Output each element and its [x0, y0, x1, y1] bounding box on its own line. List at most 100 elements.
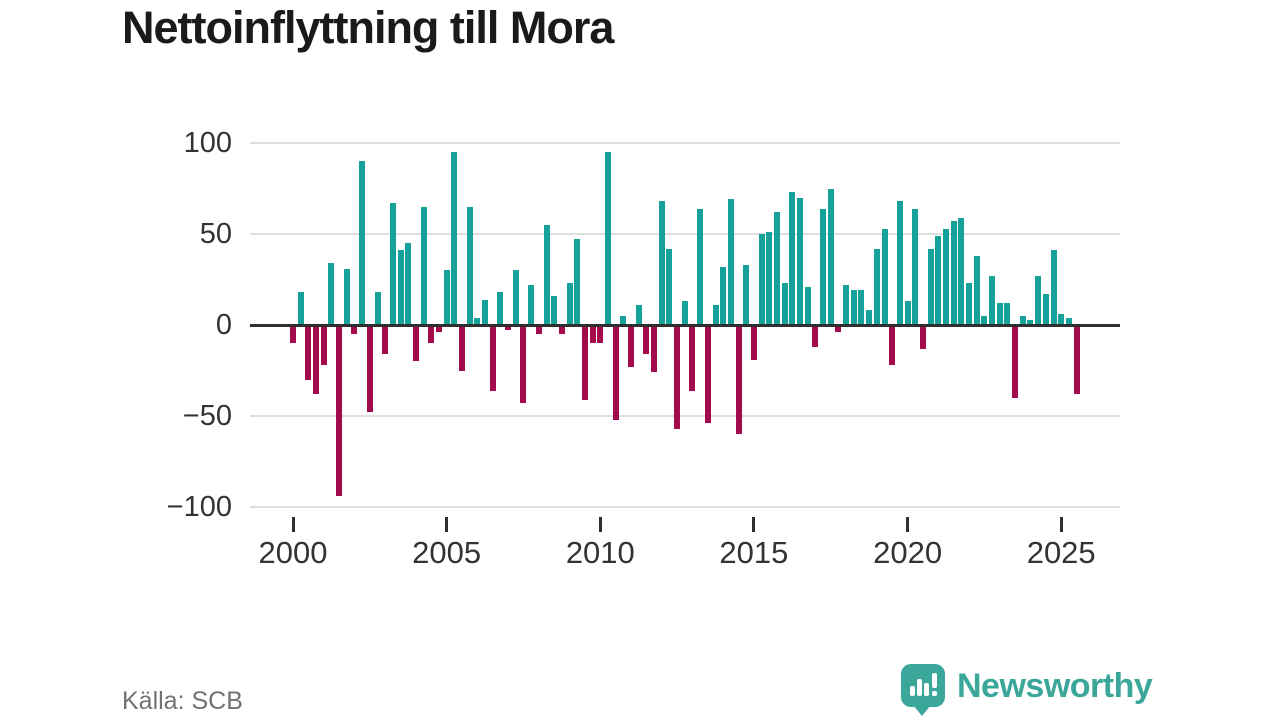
bar [674, 325, 681, 429]
x-tick-mark [906, 517, 910, 532]
bar [881, 228, 888, 325]
bar [497, 292, 504, 325]
bar [313, 325, 320, 395]
y-tick-label: 50 [199, 218, 232, 250]
bar [912, 208, 919, 325]
bar [574, 239, 581, 325]
bar [535, 325, 542, 335]
bar [305, 325, 312, 380]
bar [389, 203, 396, 325]
bar [904, 301, 911, 325]
bar [704, 325, 711, 424]
bar [666, 248, 673, 325]
bar [827, 188, 834, 325]
bar [466, 206, 473, 325]
x-tick-label: 2025 [1026, 535, 1096, 570]
logo-bubble-icon [901, 664, 945, 716]
chart-title: Nettoinflyttning till Mora [122, 2, 614, 53]
bar [489, 325, 496, 391]
bar [336, 325, 343, 497]
bar [873, 248, 880, 325]
bar [620, 315, 627, 325]
bar [443, 270, 450, 325]
bar [581, 325, 588, 400]
bar [843, 284, 850, 325]
bar [889, 325, 896, 366]
bar [543, 224, 550, 325]
bar [635, 304, 642, 325]
bar [750, 325, 757, 360]
x-tick-label: 2010 [565, 535, 635, 570]
x-tick-mark [291, 517, 295, 532]
bar [773, 212, 780, 325]
bar [858, 290, 865, 325]
y-tick-label: −50 [182, 400, 232, 432]
bar [505, 325, 512, 331]
bar [658, 201, 665, 325]
bar [727, 199, 734, 325]
y-tick-label: 0 [215, 309, 232, 341]
gridline [250, 142, 1120, 144]
bar [1073, 325, 1080, 395]
bar [366, 325, 373, 413]
bar [850, 290, 857, 325]
bar [950, 221, 957, 325]
bar [412, 325, 419, 362]
bar [359, 161, 366, 325]
bar [720, 266, 727, 325]
bar [1042, 294, 1049, 325]
bar [651, 325, 658, 373]
bar [420, 206, 427, 325]
x-tick-mark [1059, 517, 1063, 532]
bar [820, 208, 827, 325]
y-tick-label: −100 [166, 491, 232, 523]
bar [697, 208, 704, 325]
x-tick-mark [598, 517, 602, 532]
bar [597, 325, 604, 344]
bar [866, 310, 873, 325]
bar [551, 295, 558, 325]
bar [758, 234, 765, 325]
bar [712, 304, 719, 325]
bar [1050, 250, 1057, 325]
bar [1027, 319, 1034, 325]
bar [935, 235, 942, 325]
gridline [250, 233, 1120, 235]
x-tick-mark [752, 517, 756, 532]
bar [989, 275, 996, 325]
logo-bar-icon [910, 686, 915, 696]
bar [435, 325, 442, 333]
zero-axis-line [250, 324, 1120, 327]
bar [405, 243, 412, 325]
bar [482, 299, 489, 325]
bar [604, 152, 611, 325]
bar [382, 325, 389, 355]
bar [1065, 317, 1072, 325]
bar [558, 325, 565, 335]
bar [812, 325, 819, 347]
logo-bubble-tail [913, 705, 931, 716]
bar [566, 283, 573, 325]
bar [1058, 314, 1065, 325]
bar [343, 268, 350, 325]
bar [942, 228, 949, 325]
bar [973, 255, 980, 325]
bar [528, 284, 535, 325]
bar [628, 325, 634, 367]
x-tick-label: 2005 [412, 535, 482, 570]
gridline [250, 415, 1120, 417]
bar [689, 325, 696, 391]
bar [290, 325, 296, 344]
bar [612, 325, 619, 420]
bar [896, 201, 903, 325]
logo-exclamation-icon [932, 673, 937, 688]
bar [835, 325, 842, 333]
bar [643, 325, 650, 355]
bar [589, 325, 596, 344]
logo-bar-icon [917, 679, 922, 696]
bar [927, 248, 934, 325]
plot-area [250, 142, 1120, 508]
brand-name: Newsworthy [957, 667, 1153, 705]
bar [351, 325, 358, 335]
bar [1004, 303, 1011, 325]
